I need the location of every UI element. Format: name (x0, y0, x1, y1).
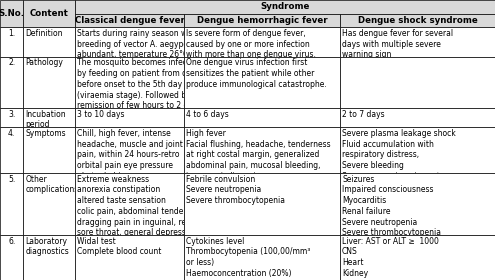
Bar (0, 27, 23, 57)
Bar (0, 0, 23, 27)
Text: 1.: 1. (8, 29, 15, 38)
Bar (75, 235, 184, 280)
Text: Severe plasma leakage shock
Fluid accumulation with
respiratory distress,
Severe: Severe plasma leakage shock Fluid accumu… (342, 129, 456, 181)
Text: 2 to 7 days: 2 to 7 days (342, 109, 385, 119)
Text: Incubation
period: Incubation period (25, 109, 66, 129)
Bar (23, 173, 75, 235)
Bar (23, 57, 75, 108)
Text: 2.: 2. (8, 59, 15, 67)
Bar (184, 108, 340, 127)
Text: Other
complications: Other complications (25, 175, 79, 194)
Text: Syndrome: Syndrome (260, 2, 310, 11)
Bar (340, 14, 495, 27)
Bar (340, 57, 495, 108)
Text: 3 to 10 days: 3 to 10 days (77, 109, 125, 119)
Bar (184, 127, 340, 173)
Bar (75, 27, 184, 57)
Text: Dengue shock syndrome: Dengue shock syndrome (358, 16, 477, 25)
Text: The mosquito becomes infective
by feeding on patient from day
before onset to th: The mosquito becomes infective by feedin… (77, 59, 202, 121)
Text: Chill, high fever, intense
headache, muscle and joint
pain, within 24 hours-retr: Chill, high fever, intense headache, mus… (77, 129, 183, 181)
Text: Content: Content (30, 9, 69, 18)
Bar (0, 127, 23, 173)
Bar (23, 127, 75, 173)
Text: 3.: 3. (8, 109, 15, 119)
Bar (23, 27, 75, 57)
Bar (184, 27, 340, 57)
Text: Starts during rainy season when
breeding of vector A. aegypei is
abundant, tempe: Starts during rainy season when breeding… (77, 29, 202, 59)
Text: Cytokines level
Thrombocytopenia (100,00/mm³
or less)
Haemoconcentration (20%): Cytokines level Thrombocytopenia (100,00… (186, 237, 310, 278)
Text: Febrile convulsion
Severe neutropenia
Severe thrombocytopenia: Febrile convulsion Severe neutropenia Se… (186, 175, 285, 205)
Bar (23, 108, 75, 127)
Bar (0, 235, 23, 280)
Bar (75, 108, 184, 127)
Text: Symptoms: Symptoms (25, 129, 66, 138)
Text: Pathology: Pathology (25, 59, 63, 67)
Text: 5.: 5. (8, 175, 15, 184)
Text: Laboratory
diagnostics: Laboratory diagnostics (25, 237, 69, 256)
Text: Is severe form of dengue fever,
caused by one or more infection
with more than o: Is severe form of dengue fever, caused b… (186, 29, 316, 59)
Text: Dengue hemorrhagic fever: Dengue hemorrhagic fever (197, 16, 327, 25)
Bar (0, 173, 23, 235)
Bar (184, 173, 340, 235)
Bar (340, 127, 495, 173)
Bar (0, 108, 23, 127)
Bar (340, 108, 495, 127)
Bar (75, 173, 184, 235)
Text: Extreme weakness
anorexia constipation
altered taste sensation
colic pain, abdom: Extreme weakness anorexia constipation a… (77, 175, 204, 248)
Text: Has dengue fever for several
days with multiple severe
warning sign: Has dengue fever for several days with m… (342, 29, 453, 59)
Bar (340, 173, 495, 235)
Text: Widal test
Complete blood count: Widal test Complete blood count (77, 237, 161, 256)
Text: 4.: 4. (8, 129, 15, 138)
Bar (340, 235, 495, 280)
Bar (184, 14, 340, 27)
Bar (23, 235, 75, 280)
Bar (75, 57, 184, 108)
Bar (23, 0, 75, 27)
Text: 4 to 6 days: 4 to 6 days (186, 109, 229, 119)
Bar (184, 57, 340, 108)
Bar (340, 27, 495, 57)
Text: 6.: 6. (8, 237, 15, 246)
Bar (75, 14, 184, 27)
Text: One dengue virus infection first
sensitizes the patient while other
produce immu: One dengue virus infection first sensiti… (186, 59, 327, 89)
Text: Seizures
Impaired consciousness
Myocarditis
Renal failure
Severe neutropenia
Sev: Seizures Impaired consciousness Myocardi… (342, 175, 441, 237)
Text: Classical dengue fever: Classical dengue fever (75, 16, 185, 25)
Bar (184, 235, 340, 280)
Text: Liver: AST or ALT ≥  1000
CNS
Heart
Kidney: Liver: AST or ALT ≥ 1000 CNS Heart Kidne… (342, 237, 439, 278)
Text: S.No.: S.No. (0, 9, 25, 18)
Text: Definition: Definition (25, 29, 63, 38)
Bar (75, 127, 184, 173)
Bar (75, 0, 495, 14)
Bar (0, 57, 23, 108)
Text: High fever
Facial flushing, headache, tenderness
at right costal margin, general: High fever Facial flushing, headache, te… (186, 129, 331, 181)
